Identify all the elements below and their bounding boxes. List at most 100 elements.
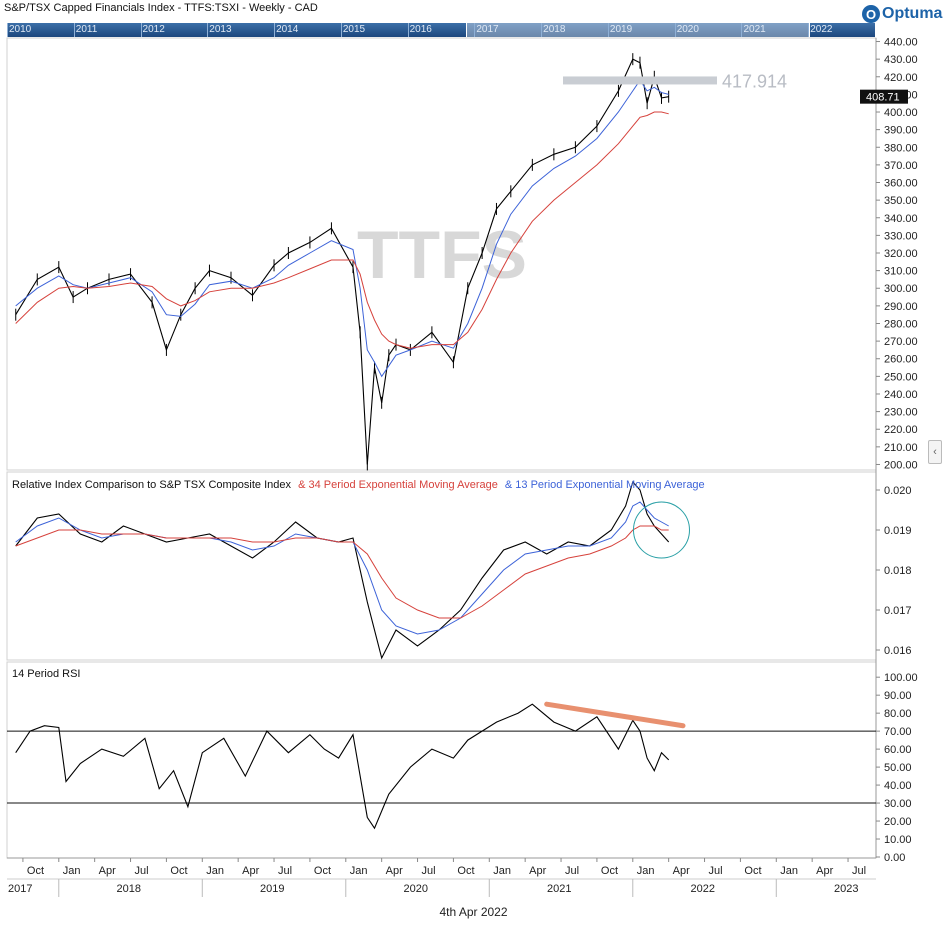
x-month-label: Apr	[99, 865, 116, 877]
year-navigator-separator	[474, 23, 476, 37]
x-month-label: Jan	[206, 865, 224, 877]
y-tick-label: 350.00	[884, 195, 918, 207]
series-layer	[15, 53, 670, 830]
x-month-label: Apr	[673, 865, 690, 877]
y-tick-label: 10.00	[884, 834, 912, 846]
chart-title: S&P/TSX Capped Financials Index - TTFS:T…	[4, 2, 318, 14]
last-price-label: 408.71	[866, 92, 900, 104]
year-navigator-separator	[140, 23, 142, 37]
axes-layer: 200.00 210.00 220.00 230.00 240.00 250.00 260.…	[7, 37, 918, 897]
y-tick-label: 370.00	[884, 160, 918, 172]
y-tick-label: 360.00	[884, 178, 918, 190]
y-tick-label: 210.00	[884, 442, 918, 454]
year-navigator-separator	[741, 23, 743, 37]
x-month-label: Jul	[852, 865, 866, 877]
x-month-label: Jul	[422, 865, 436, 877]
year-navigator-label[interactable]: 2016	[409, 24, 432, 35]
x-year-label: 2021	[547, 883, 571, 895]
x-month-label: Apr	[816, 865, 833, 877]
y-tick-label: 0.020	[884, 485, 912, 497]
relative-title-part-1: Relative Index Comparison to S&P TSX Com…	[12, 479, 292, 491]
x-month-label: Apr	[529, 865, 546, 877]
year-navigator-separator	[541, 23, 543, 37]
year-navigator-label[interactable]: 2011	[75, 24, 98, 35]
year-navigator-separator	[73, 23, 75, 37]
y-tick-label: 200.00	[884, 459, 918, 471]
year-navigator-label[interactable]: 2017	[476, 24, 499, 35]
x-month-label: Jul	[709, 865, 723, 877]
x-year-label: 2020	[404, 883, 428, 895]
year-navigator-label[interactable]: 2019	[609, 24, 633, 35]
relative-relative-line	[15, 480, 670, 660]
year-navigator-label[interactable]: 2012	[142, 24, 165, 35]
y-tick-label: 400.00	[884, 107, 918, 119]
rsi-rsi-line	[15, 703, 670, 830]
year-navigator-separator	[340, 23, 342, 37]
x-month-label: Oct	[601, 865, 618, 877]
x-month-label: Jan	[493, 865, 511, 877]
x-month-label: Jul	[278, 865, 292, 877]
y-tick-label: 330.00	[884, 230, 918, 242]
year-navigator-label[interactable]: 2020	[676, 24, 699, 35]
rsi-divergence-trendline	[544, 701, 686, 729]
last-price-tag	[860, 89, 908, 104]
year-navigator-label[interactable]: 2021	[743, 24, 766, 35]
x-month-label: Jan	[637, 865, 655, 877]
x-year-label: 2018	[117, 883, 141, 895]
y-tick-label: 240.00	[884, 389, 918, 401]
year-navigator-label[interactable]: 2018	[543, 24, 566, 35]
y-tick-label: 100.00	[884, 672, 918, 684]
symbol-watermark: TTFS	[357, 217, 527, 293]
year-navigator-label[interactable]: 2014	[276, 24, 299, 35]
y-tick-label: 300.00	[884, 283, 918, 295]
price-34-period-exponential-moving-average-line	[15, 111, 669, 349]
target-level-band	[563, 76, 717, 85]
year-navigator-separator	[607, 23, 609, 37]
year-navigator-separator	[207, 23, 209, 37]
optuma-logo: O Optuma	[862, 3, 942, 25]
relative-panel-title: Relative Index Comparison to S&P TSX Com…	[12, 479, 705, 491]
x-month-label: Apr	[242, 865, 259, 877]
year-navigator-label[interactable]: 2015	[342, 24, 366, 35]
year-navigator-label[interactable]: 2013	[209, 24, 232, 35]
x-month-label: Jan	[780, 865, 798, 877]
y-tick-label: 0.016	[884, 645, 912, 657]
y-tick-label: 220.00	[884, 424, 918, 436]
x-month-label: Jul	[135, 865, 149, 877]
y-tick-label: 340.00	[884, 213, 918, 225]
relative-title-part-2: & 34 Period Exponential Moving Average	[298, 479, 498, 491]
y-tick-label: 390.00	[884, 125, 918, 137]
y-tick-label: 270.00	[884, 336, 918, 348]
y-tick-label: 20.00	[884, 816, 912, 828]
y-tick-label: 80.00	[884, 708, 912, 720]
y-tick-label: 310.00	[884, 266, 918, 278]
year-navigator-label[interactable]: 2022	[810, 24, 833, 35]
rsi-panel-frame	[6, 661, 877, 859]
y-tick-label: 50.00	[884, 762, 912, 774]
year-navigator-strip[interactable]: 2010 2011 2012 2013 2014 2015 2016 2017 2018 2019…	[7, 23, 875, 37]
year-navigator-separator	[674, 23, 676, 37]
year-navigator-window[interactable]	[466, 23, 811, 37]
x-month-label: Apr	[386, 865, 403, 877]
overlay-layer: 417.914 408.71	[544, 71, 908, 729]
chevron-left-icon[interactable]: ‹	[928, 440, 942, 464]
x-year-label: 2017	[8, 883, 32, 895]
highlight-circle	[632, 501, 690, 559]
relative-34-period-exponential-moving-average-line	[15, 525, 669, 619]
y-tick-label: 30.00	[884, 798, 912, 810]
y-tick-label: 280.00	[884, 318, 918, 330]
optuma-logo-mark: O	[862, 5, 880, 23]
y-tick-label: 230.00	[884, 407, 918, 419]
target-level-label: 417.914	[722, 71, 787, 91]
y-tick-label: 90.00	[884, 690, 912, 702]
x-month-label: Jan	[63, 865, 81, 877]
year-navigator-separator	[274, 23, 276, 37]
y-tick-label: 320.00	[884, 248, 918, 260]
y-tick-label: 290.00	[884, 301, 918, 313]
price-price-line	[15, 58, 669, 465]
year-navigator-separator	[407, 23, 409, 37]
year-navigator-label[interactable]: 2010	[9, 24, 32, 35]
optuma-logo-text: Optuma	[882, 5, 943, 22]
watermark-layer: TTFS	[357, 217, 527, 293]
